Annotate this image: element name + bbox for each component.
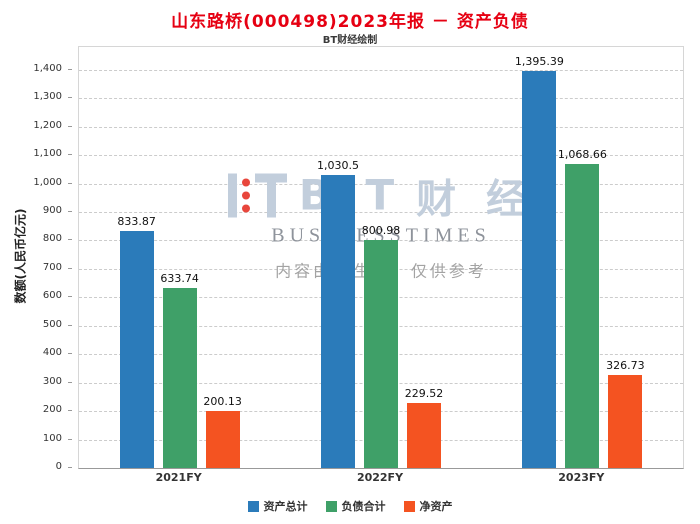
y-tick-mark <box>68 68 72 70</box>
y-tick-mark <box>68 97 72 99</box>
y-tick-label: 900 <box>42 204 62 216</box>
bar-净资产-2021FY <box>205 411 240 468</box>
y-tick-mark <box>68 210 72 212</box>
bar-value-label: 800.98 <box>361 224 401 238</box>
bar-负债合计-2023FY <box>565 164 600 468</box>
legend: 资产总计 负债合计 净资产 <box>0 498 700 514</box>
gridline <box>79 126 683 128</box>
gridline <box>79 98 683 100</box>
chart-subtitle: BT财经绘制 <box>322 35 378 46</box>
bar-value-label: 200.13 <box>203 395 242 409</box>
y-tick-mark <box>68 267 72 269</box>
y-tick-label: 0 <box>55 461 62 472</box>
x-tick-label-2023FY: 2023FY <box>558 471 605 484</box>
bar-负债合计-2022FY <box>364 240 398 468</box>
y-tick-label: 700 <box>42 261 62 273</box>
bar-资产总计-2021FY <box>119 230 154 468</box>
legend-item-负债合计: 负债合计 <box>325 498 386 514</box>
bar-value-label: 833.87 <box>117 214 156 228</box>
legend-label: 资产总计 <box>263 500 308 513</box>
y-tick-label: 100 <box>42 432 62 444</box>
bar-value-label: 1,395.39 <box>514 55 564 69</box>
y-tick-mark <box>68 182 72 184</box>
y-tick-mark <box>68 296 72 298</box>
legend-label: 净资产 <box>419 500 453 513</box>
bar-负债合计-2021FY <box>162 287 197 468</box>
y-tick-label: 400 <box>42 347 62 359</box>
y-tick-label: 500 <box>42 318 62 330</box>
legend-label: 负债合计 <box>341 500 386 513</box>
bar-value-label: 229.52 <box>404 386 444 400</box>
legend-swatch <box>325 500 337 512</box>
gridline <box>79 69 683 71</box>
y-tick-label: 1,100 <box>33 148 62 160</box>
y-tick-mark <box>68 154 72 156</box>
bar-净资产-2023FY <box>608 375 643 468</box>
bar-资产总计-2023FY <box>522 71 557 468</box>
y-tick-label: 1,000 <box>33 176 62 188</box>
gridline <box>79 155 683 157</box>
plot-area: B T 财 经 BUSINESSTIMES 内容由AI生成，仅供参考 833.8… <box>78 46 684 469</box>
legend-item-资产总计: 资产总计 <box>247 498 308 514</box>
y-tick-mark <box>68 239 72 241</box>
y-tick-label: 300 <box>42 375 62 387</box>
gridline <box>79 183 683 185</box>
y-tick-mark <box>68 410 72 412</box>
x-tick-label-2021FY: 2021FY <box>155 471 202 484</box>
bar-value-label: 326.73 <box>606 359 645 373</box>
bar-净资产-2022FY <box>407 402 441 468</box>
legend-swatch <box>403 500 415 512</box>
bar-value-label: 1,030.5 <box>317 158 359 172</box>
legend-swatch <box>247 500 259 512</box>
y-tick-label: 1,400 <box>33 62 62 74</box>
x-tick-label-2022FY: 2022FY <box>356 471 404 484</box>
legend-item-净资产: 净资产 <box>403 498 453 514</box>
y-tick-mark <box>68 324 72 326</box>
x-axis-labels: 2021FY 2022FY 2023FY <box>78 471 682 487</box>
bar-value-label: 633.74 <box>160 271 199 285</box>
y-tick-mark <box>68 353 72 355</box>
gridline <box>79 211 683 213</box>
y-axis-ticks: 0 100 200 300 400 500 600 700 800 900 1,000 1,100 1,… <box>0 46 72 472</box>
y-tick-label: 600 <box>42 290 62 302</box>
chart-title: 山东路桥(000498)2023年报 － 资产负债 <box>171 12 529 32</box>
bar-资产总计-2022FY <box>321 174 355 468</box>
watermark-cn-text: 财 经 <box>416 176 535 223</box>
y-tick-mark <box>68 467 72 468</box>
bt-logo-icon <box>227 173 287 218</box>
y-tick-label: 1,300 <box>33 91 62 103</box>
y-tick-mark <box>68 438 72 440</box>
bar-value-label: 1,068.66 <box>557 148 607 162</box>
y-tick-mark <box>68 125 72 127</box>
y-tick-label: 1,200 <box>33 119 62 131</box>
y-tick-label: 800 <box>42 233 62 245</box>
y-tick-mark <box>68 381 72 383</box>
y-tick-label: 200 <box>42 404 62 416</box>
